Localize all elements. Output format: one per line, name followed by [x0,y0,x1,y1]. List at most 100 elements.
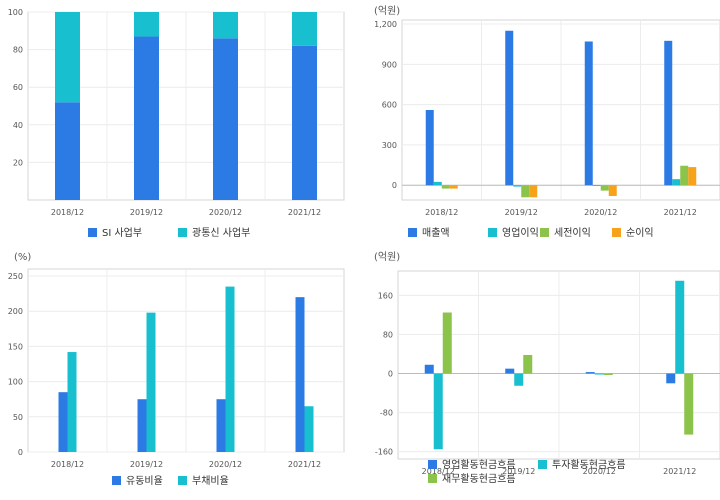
legend-swatch [538,460,547,469]
bar [603,373,613,376]
legend-label: SI 사업부 [102,226,142,239]
bar [664,40,673,186]
bar [295,297,305,452]
si-optical-chart: 20 40 60 80 100 2018/12 2019/12 2020/12 2021/12 S… [0,0,360,248]
liquidity-debt-ratio-chart: (%) 0 50 100 150 200 250 2018/12 2019/12 2020/12 2… [0,248,360,496]
x-tick-label: 2018/12 [425,208,458,217]
legend-label: 세전이익 [554,227,591,239]
legend-label: 순이익 [626,227,654,239]
x-tick-label: 2018/12 [51,208,84,217]
y-tick-label: 150 [8,342,23,351]
y-tick-label: 20 [13,158,23,167]
legend-swatch [428,460,437,469]
bar [292,12,317,46]
y-tick-label: -160 [375,448,393,457]
y-tick-label: 0 [388,370,393,379]
legend-label: 영업활동현금흐름 [442,458,516,471]
bar [67,352,77,452]
y-tick-label: 100 [8,378,23,387]
cash-flow-chart: (억원) -160 -80 0 80 160 2018/12 2019/12 2020/12 20… [360,248,720,496]
x-tick-label: 2018/12 [51,460,84,469]
bar [521,185,530,198]
unit-label: (%) [14,252,31,263]
bar [442,312,452,374]
x-tick-label: 2019/12 [505,208,538,217]
y-tick-label: 900 [382,60,397,69]
y-tick-label: -80 [380,409,393,418]
bar [216,399,226,452]
legend-swatch [612,228,621,237]
x-tick-label: 2020/12 [584,208,617,217]
x-tick-label: 2020/12 [209,208,242,217]
x-tick-label: 2019/12 [502,467,535,476]
bar [304,406,314,452]
bar [441,185,450,189]
bar [688,167,697,186]
y-tick-label: 0 [392,181,397,190]
unit-label: (억원) [374,251,400,263]
y-tick-label: 0 [18,448,23,457]
bar [213,38,238,200]
legend-swatch [178,228,187,237]
y-tick-label: 160 [378,291,393,300]
x-tick-label: 2020/12 [209,460,242,469]
legend-label: 재무활동현금흐름 [442,472,516,485]
y-tick-label: 60 [13,83,23,92]
bar [58,392,68,452]
bar [600,185,609,191]
y-tick-label: 80 [13,46,23,55]
bar [584,41,593,186]
legend-label: 유동비율 [126,475,163,487]
bar [513,185,522,187]
bar [146,312,156,452]
y-tick-label: 40 [13,121,23,130]
bar [134,12,159,37]
y-tick-label: 1,200 [374,20,397,29]
y-tick-label: 250 [8,272,23,281]
bar [213,12,238,39]
bar [666,373,676,384]
legend-swatch [88,228,97,237]
legend-label: 영업이익 [502,226,539,239]
bar [675,280,685,374]
bar [55,12,80,103]
bar [680,165,689,186]
legend-swatch [178,476,187,485]
legend-swatch [428,474,437,483]
bar [433,181,442,186]
y-tick-label: 300 [382,141,397,150]
bar [684,373,694,435]
legend-swatch [488,228,497,237]
y-tick-label: 80 [383,330,393,339]
bar [292,45,317,201]
bar [449,185,458,189]
x-tick-label: 2021/12 [664,208,697,217]
x-tick-label: 2019/12 [130,460,163,469]
y-tick-label: 600 [382,101,397,110]
bar [592,185,601,187]
bar [585,372,595,374]
legend-label: 투자활동현금흐름 [552,458,626,471]
x-tick-label: 2021/12 [663,467,696,476]
legend-label: 광통신 사업부 [192,226,250,239]
x-tick-label: 2021/12 [288,460,321,469]
bar [514,373,524,386]
bar [594,373,604,375]
bar [137,399,147,452]
legend-label: 매출액 [422,227,450,239]
bar [225,286,235,452]
revenue-profit-chart: (억원) 0 300 600 900 1,200 2018/12 2019/12 2020/12… [360,0,720,248]
bar [608,185,617,196]
y-tick-label: 50 [13,413,23,422]
x-tick-label: 2018/12 [422,467,455,476]
bar [505,30,514,186]
y-tick-label: 200 [8,307,23,316]
x-tick-label: 2021/12 [288,208,321,217]
bar [672,179,681,186]
bar [425,110,434,186]
x-tick-label: 2019/12 [130,208,163,217]
unit-label: (억원) [374,5,400,17]
x-tick-label: 2020/12 [583,467,616,476]
legend-swatch [540,228,549,237]
bar [523,354,533,374]
